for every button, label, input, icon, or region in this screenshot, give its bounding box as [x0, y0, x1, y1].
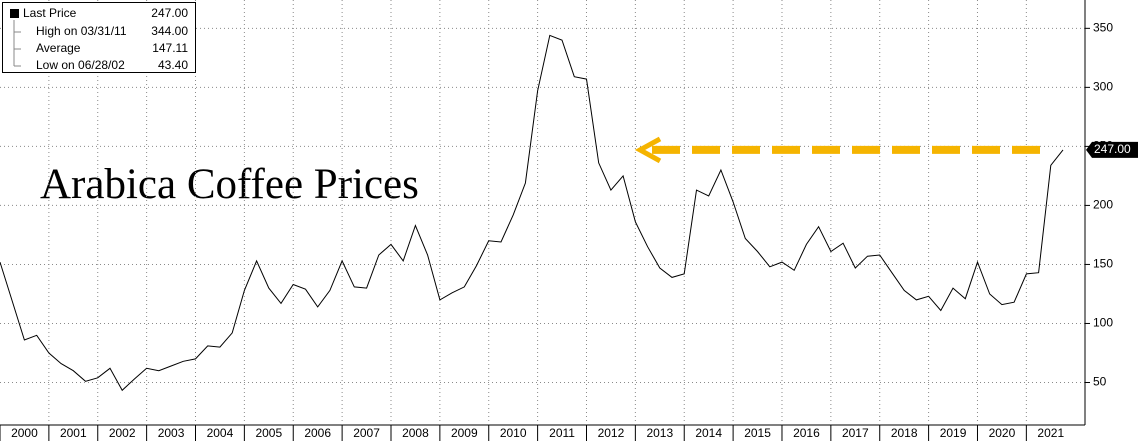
x-tick-label: 2013 [646, 426, 673, 440]
legend-label: Average [36, 41, 81, 55]
x-tick-label: 2015 [744, 426, 771, 440]
x-tick-label: 2006 [304, 426, 331, 440]
arrow-head [634, 136, 662, 164]
y-tick-label: 50 [1093, 375, 1107, 389]
legend-value: 43.40 [158, 58, 188, 72]
price-line [0, 34, 1064, 392]
x-tick-label: 2010 [500, 426, 527, 440]
legend-swatch [10, 9, 19, 18]
x-tick-label: 2016 [793, 426, 820, 440]
annotation: Arabica Coffee Prices [40, 161, 419, 208]
x-tick-label: 2012 [598, 426, 625, 440]
y-tick-label: 300 [1093, 80, 1113, 94]
x-tick-label: 2021 [1037, 426, 1064, 440]
x-tick-label: 2011 [549, 426, 575, 440]
legend-value: 147.11 [152, 41, 188, 55]
x-tick-label: 2020 [989, 426, 1016, 440]
x-tick-label: 2008 [402, 426, 429, 440]
y-tick-label: 200 [1093, 198, 1113, 212]
legend-label: Low on 06/28/02 [36, 58, 125, 72]
legend: Last Price 247.00 High on 03/31/11 344.00 Av… [2, 2, 196, 73]
y-tick-label: 100 [1093, 316, 1113, 330]
price-tag [1086, 141, 1138, 158]
x-tick-label: 2001 [60, 426, 87, 440]
x-tick-label: 2014 [695, 426, 722, 440]
x-tick-label: 2007 [353, 426, 380, 440]
x-tick-label: 2009 [451, 426, 478, 440]
x-tick-label: 2000 [11, 426, 38, 440]
y-tick-label: 350 [1093, 21, 1113, 35]
x-tick-label: 2002 [109, 426, 136, 440]
price-tag-label: 247.00 [1094, 142, 1131, 156]
y-tick-label: 150 [1093, 257, 1113, 271]
x-tick-label: 2005 [255, 426, 282, 440]
x-tick-label: 2004 [207, 426, 234, 440]
legend-box [2, 2, 196, 73]
x-tick-label: 2003 [158, 426, 185, 440]
legend-label: Last Price [23, 6, 77, 20]
legend-value: 344.00 [151, 24, 188, 38]
x-tick-label: 2019 [940, 426, 967, 440]
x-tick-label: 2018 [891, 426, 918, 440]
legend-value: 247.00 [151, 6, 188, 20]
x-tick-label: 2017 [842, 426, 869, 440]
legend-label: High on 03/31/11 [36, 24, 127, 38]
